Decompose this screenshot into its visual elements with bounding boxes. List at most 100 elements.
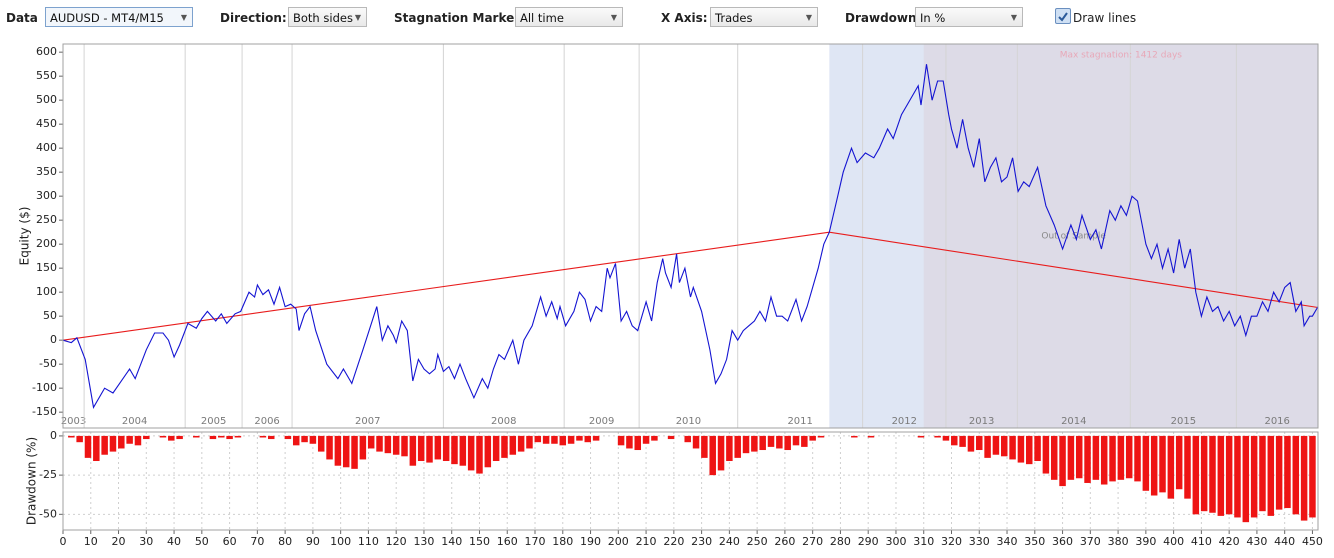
drawdown-bar	[492, 435, 500, 462]
drawdown-bar	[801, 435, 808, 447]
drawdown-bar	[526, 435, 533, 449]
drawdown-bar	[442, 435, 450, 462]
drawdown-bar	[967, 435, 975, 452]
x-tick-label: 50	[195, 535, 209, 548]
x-tick-label: 160	[497, 535, 518, 548]
x-tick-label: 400	[1163, 535, 1184, 548]
data-select[interactable]: AUDUSD - MT4/M15	[45, 7, 193, 28]
x-tick-label: 70	[250, 535, 264, 548]
x-axis-select[interactable]: Trades	[710, 7, 818, 28]
drawdown-bar	[1234, 435, 1241, 518]
drawdown-bar	[1200, 435, 1208, 512]
drawdown-bar	[1100, 435, 1108, 485]
drawdown-bar	[159, 435, 167, 438]
x-tick-label: 130	[413, 535, 434, 548]
y-tick-label: 300	[36, 189, 57, 202]
drawdown-bar	[134, 435, 142, 446]
drawdown-bar	[101, 435, 108, 455]
year-label: 2009	[589, 416, 614, 427]
drawdown-bar	[93, 435, 100, 462]
drawdown-bar	[401, 435, 408, 457]
drawdown-bar	[592, 435, 600, 441]
drawdown-bar	[1117, 435, 1125, 480]
y-tick-label: 0	[50, 333, 57, 346]
drawdown-bar	[434, 435, 442, 460]
drawdown-bar	[467, 435, 475, 471]
year-label: 2015	[1171, 416, 1196, 427]
drawdown-bar	[1059, 435, 1066, 487]
x-tick-label: 180	[552, 535, 573, 548]
drawdown-bar	[734, 435, 741, 458]
drawdown-bar	[509, 435, 517, 455]
drawdown-bar	[476, 435, 483, 474]
drawdown-bar	[651, 435, 658, 441]
drawdown-bar	[1025, 435, 1033, 465]
drawdown-bar	[351, 435, 358, 469]
drawdown-bar	[1192, 435, 1200, 515]
y-axis-label: Equity ($)	[18, 207, 32, 266]
drawdown-bar	[642, 435, 650, 444]
x-tick-label: 20	[112, 535, 126, 548]
drawdown-bar	[501, 435, 508, 458]
drawdown-bar	[1300, 435, 1308, 521]
drawdown-select[interactable]: In %	[915, 7, 1023, 28]
drawdown-bar	[326, 435, 333, 460]
drawdown-bar	[1259, 435, 1266, 512]
x-tick-label: 190	[580, 535, 601, 548]
drawdown-bar	[776, 435, 783, 449]
drawdown-bar	[534, 435, 542, 443]
drawdown-bar	[384, 435, 392, 454]
drawdown-bar	[942, 435, 950, 441]
year-label: 2013	[969, 416, 994, 427]
drawdown-bar	[409, 435, 417, 466]
y-tick-label: -100	[32, 381, 57, 394]
drawdown-bar	[426, 435, 433, 463]
drawdown-bar	[109, 435, 117, 452]
x-tick-label: 450	[1302, 535, 1323, 548]
drawdown-bar	[576, 435, 583, 441]
draw-lines-checkbox[interactable]	[1055, 8, 1071, 24]
drawdown-bar	[1267, 435, 1275, 516]
year-label: 2006	[254, 416, 279, 427]
x-tick-label: 30	[139, 535, 153, 548]
drawdown-bar	[168, 435, 175, 441]
drawdown-bar	[1075, 435, 1083, 479]
drawdown-bar	[667, 435, 675, 440]
y-tick-label: -25	[39, 468, 57, 481]
drawdown-bar	[559, 435, 567, 446]
checkmark	[1058, 12, 1068, 22]
drawdown-bar	[517, 435, 525, 452]
stagnation-select[interactable]: All time	[515, 7, 623, 28]
drawdown-bar	[1225, 435, 1233, 515]
x-axis-label: X Axis:	[661, 11, 708, 25]
drawdown-bar	[218, 435, 225, 438]
drawdown-bar	[1275, 435, 1283, 510]
direction-select[interactable]: Both sides	[288, 7, 367, 28]
drawdown-bar	[334, 435, 342, 466]
drawdown-bar	[1050, 435, 1058, 480]
year-label: 2003	[61, 416, 86, 427]
y-tick-label: -150	[32, 405, 57, 418]
y-axis-label: Drawdown (%)	[25, 437, 39, 525]
year-label: 2011	[787, 416, 812, 427]
y-tick-label: 50	[43, 309, 57, 322]
drawdown-bar	[68, 435, 75, 438]
equity-line	[62, 64, 1319, 409]
x-tick-label: 420	[1219, 535, 1240, 548]
year-label: 2016	[1264, 416, 1289, 427]
plot-border	[62, 431, 1319, 531]
draw-lines-label[interactable]: Draw lines	[1073, 11, 1137, 25]
drawdown-bar	[301, 435, 308, 443]
drawdown-bar	[193, 435, 200, 438]
drawdown-bar	[342, 435, 350, 468]
drawdown-bar	[1142, 435, 1150, 491]
x-tick-label: 230	[691, 535, 712, 548]
drawdown-bar	[284, 435, 292, 440]
x-tick-label: 290	[858, 535, 879, 548]
stagnation-label: Stagnation Marker:	[394, 11, 525, 25]
x-tick-label: 250	[747, 535, 768, 548]
drawdown-bar	[226, 435, 233, 440]
drawdown-bar	[617, 435, 625, 446]
